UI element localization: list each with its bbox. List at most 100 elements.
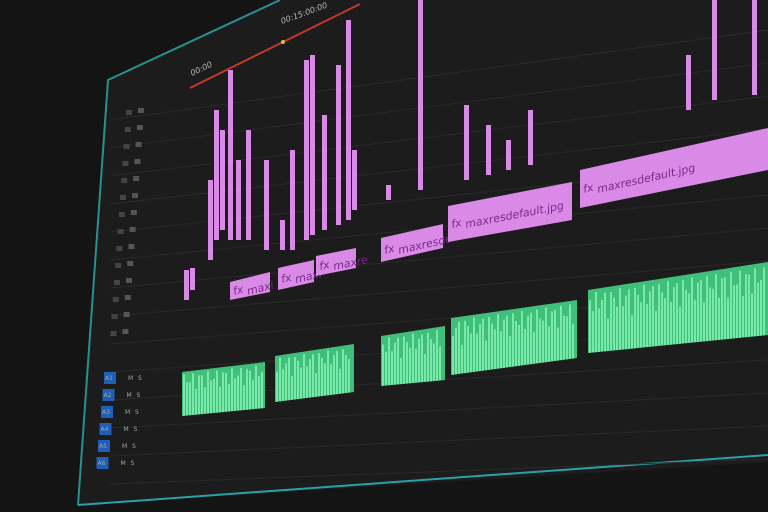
- track-target-toggle[interactable]: [99, 423, 112, 435]
- solo-button[interactable]: S: [135, 409, 139, 416]
- panel-border: [77, 0, 281, 506]
- clip-spike[interactable]: [386, 185, 391, 200]
- clip-spike[interactable]: [228, 70, 233, 240]
- mute-button[interactable]: M: [122, 443, 127, 450]
- clip-spike[interactable]: [220, 130, 225, 230]
- track-separator: [109, 128, 768, 205]
- track-visibility-icon[interactable]: [136, 125, 143, 130]
- track-visibility-icon[interactable]: [134, 159, 141, 164]
- solo-button[interactable]: S: [137, 392, 141, 399]
- clip-spike[interactable]: [290, 150, 295, 250]
- track-separator: [109, 458, 768, 485]
- clip-spike[interactable]: [506, 140, 511, 170]
- mute-button[interactable]: M: [121, 460, 126, 467]
- clip-spike[interactable]: [418, 0, 423, 190]
- video-clip-body[interactable]: [316, 248, 356, 276]
- track-lock-icon[interactable]: [115, 263, 122, 268]
- clip-spike[interactable]: [236, 160, 241, 240]
- video-clip-body[interactable]: [580, 128, 768, 208]
- track-lock-icon[interactable]: [126, 110, 132, 115]
- clip-spike[interactable]: [528, 110, 533, 165]
- track-visibility-icon[interactable]: [127, 261, 134, 266]
- track-visibility-icon[interactable]: [123, 312, 130, 317]
- video-clip[interactable]: fx maxresdefault.jpg: [448, 182, 572, 242]
- solo-button[interactable]: S: [131, 460, 135, 467]
- clip-spike[interactable]: [322, 115, 327, 230]
- clip-spike[interactable]: [304, 60, 309, 240]
- track-visibility-icon[interactable]: [135, 142, 142, 147]
- clip-spike[interactable]: [464, 105, 469, 180]
- track-name: A2: [104, 392, 112, 399]
- mute-button[interactable]: M: [125, 409, 130, 416]
- clip-spike[interactable]: [208, 180, 213, 260]
- track-target-toggle[interactable]: [102, 389, 115, 401]
- video-clip[interactable]: fx maxi: [230, 272, 275, 300]
- track-target-toggle[interactable]: [104, 372, 116, 384]
- clip-spike[interactable]: [246, 130, 251, 240]
- track-visibility-icon[interactable]: [126, 278, 132, 283]
- track-visibility-icon[interactable]: [129, 227, 136, 232]
- track-visibility-icon[interactable]: [128, 244, 135, 249]
- track-lock-icon[interactable]: [123, 144, 130, 149]
- track-lock-icon[interactable]: [118, 212, 125, 217]
- audio-clip[interactable]: [182, 362, 265, 416]
- track-lock-icon[interactable]: [124, 127, 131, 132]
- clip-spike[interactable]: [686, 55, 691, 110]
- track-name: A5: [99, 443, 107, 450]
- clip-spike[interactable]: [190, 268, 195, 290]
- track-lock-icon[interactable]: [116, 246, 123, 251]
- clip-spike[interactable]: [280, 220, 285, 250]
- clip-spike[interactable]: [486, 125, 491, 175]
- in-point-marker[interactable]: [281, 40, 285, 44]
- clip-spike[interactable]: [752, 0, 757, 95]
- mute-button[interactable]: M: [128, 375, 133, 382]
- mute-button[interactable]: M: [124, 426, 129, 433]
- video-clip[interactable]: fx maxi: [278, 260, 323, 290]
- audio-clip[interactable]: [275, 344, 354, 402]
- track-lock-icon[interactable]: [114, 280, 120, 285]
- solo-button[interactable]: S: [134, 426, 138, 433]
- audio-clip-body[interactable]: [588, 262, 768, 353]
- track-visibility-icon[interactable]: [133, 176, 140, 181]
- clip-spike[interactable]: [264, 160, 269, 250]
- video-clip-label: maxi: [294, 267, 323, 286]
- track-visibility-icon[interactable]: [130, 210, 137, 215]
- audio-clip[interactable]: [381, 326, 445, 386]
- audio-clip[interactable]: [588, 262, 768, 353]
- track-lock-icon[interactable]: [121, 178, 128, 183]
- track-visibility-icon[interactable]: [122, 329, 129, 334]
- track-lock-icon[interactable]: [122, 161, 129, 166]
- fx-icon: fx: [318, 258, 331, 273]
- track-lock-icon[interactable]: [111, 314, 118, 319]
- clip-spike[interactable]: [214, 110, 219, 240]
- clip-spike[interactable]: [336, 65, 341, 225]
- clip-spike[interactable]: [310, 55, 315, 235]
- mute-button[interactable]: M: [127, 392, 132, 399]
- track-target-toggle[interactable]: [96, 457, 109, 469]
- clip-spike[interactable]: [712, 0, 717, 100]
- clip-spike[interactable]: [352, 150, 357, 210]
- video-clip-body[interactable]: [230, 272, 270, 300]
- video-clip-body[interactable]: [278, 260, 314, 290]
- fx-icon: fx: [232, 283, 246, 298]
- track-lock-icon[interactable]: [117, 229, 124, 234]
- video-clip-body[interactable]: [381, 224, 443, 262]
- clip-spike[interactable]: [184, 270, 189, 300]
- audio-clip[interactable]: [451, 300, 577, 375]
- track-lock-icon[interactable]: [112, 297, 119, 302]
- track-separator: [109, 62, 768, 149]
- track-lock-icon[interactable]: [120, 195, 126, 200]
- track-target-toggle[interactable]: [98, 440, 110, 452]
- clip-spike[interactable]: [346, 20, 351, 220]
- track-separator: [109, 392, 768, 429]
- track-visibility-icon[interactable]: [138, 108, 144, 113]
- work-area-bar[interactable]: [189, 3, 361, 89]
- track-visibility-icon[interactable]: [124, 295, 131, 300]
- track-visibility-icon[interactable]: [132, 193, 138, 198]
- track-lock-icon[interactable]: [110, 331, 117, 336]
- video-clip-body[interactable]: [448, 182, 572, 242]
- solo-button[interactable]: S: [138, 375, 142, 382]
- solo-button[interactable]: S: [132, 443, 136, 450]
- track-target-toggle[interactable]: [101, 406, 113, 418]
- fx-icon: fx: [280, 271, 293, 286]
